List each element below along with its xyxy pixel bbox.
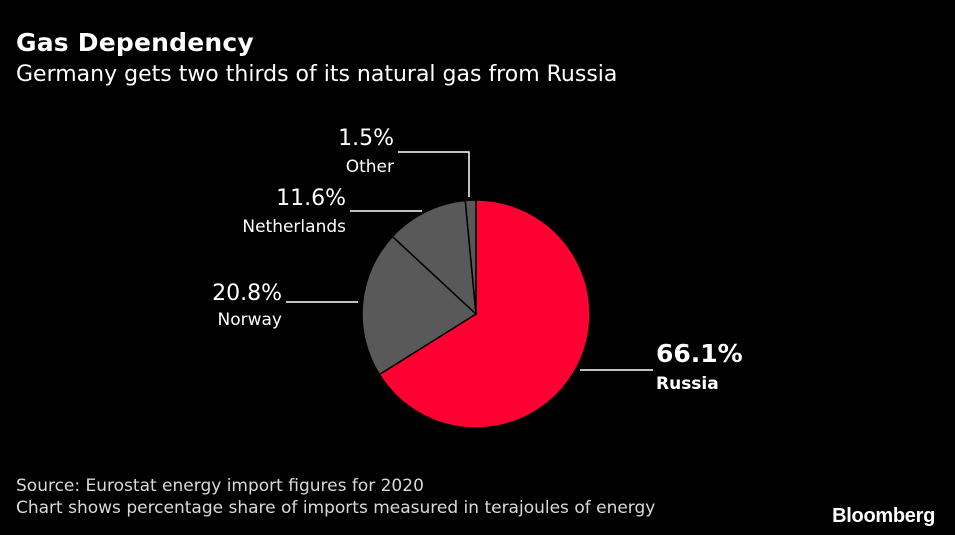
data-label-other: 1.5%	[338, 126, 394, 151]
pie-slice-russia	[378, 199, 591, 429]
category-label-other: Other	[346, 157, 394, 177]
data-label-netherlands: 11.6%	[276, 186, 346, 211]
pie-slice-norway	[361, 235, 478, 376]
chart-subtitle: Germany gets two thirds of its natural g…	[16, 62, 618, 87]
bloomberg-logo: Bloomberg	[832, 505, 935, 527]
source-note: Source: Eurostat energy import figures f…	[16, 476, 424, 496]
category-label-norway: Norway	[218, 310, 283, 330]
category-label-netherlands: Netherlands	[242, 217, 346, 237]
methodology-note: Chart shows percentage share of imports …	[16, 498, 656, 518]
leader-line-other	[398, 151, 470, 197]
data-label-russia: 66.1%	[656, 339, 743, 368]
data-label-norway: 20.8%	[212, 281, 282, 306]
chart-title: Gas Dependency	[16, 28, 254, 57]
pie-slice-netherlands	[391, 199, 477, 316]
pie-slice-other	[464, 199, 477, 315]
category-label-russia: Russia	[656, 374, 719, 394]
